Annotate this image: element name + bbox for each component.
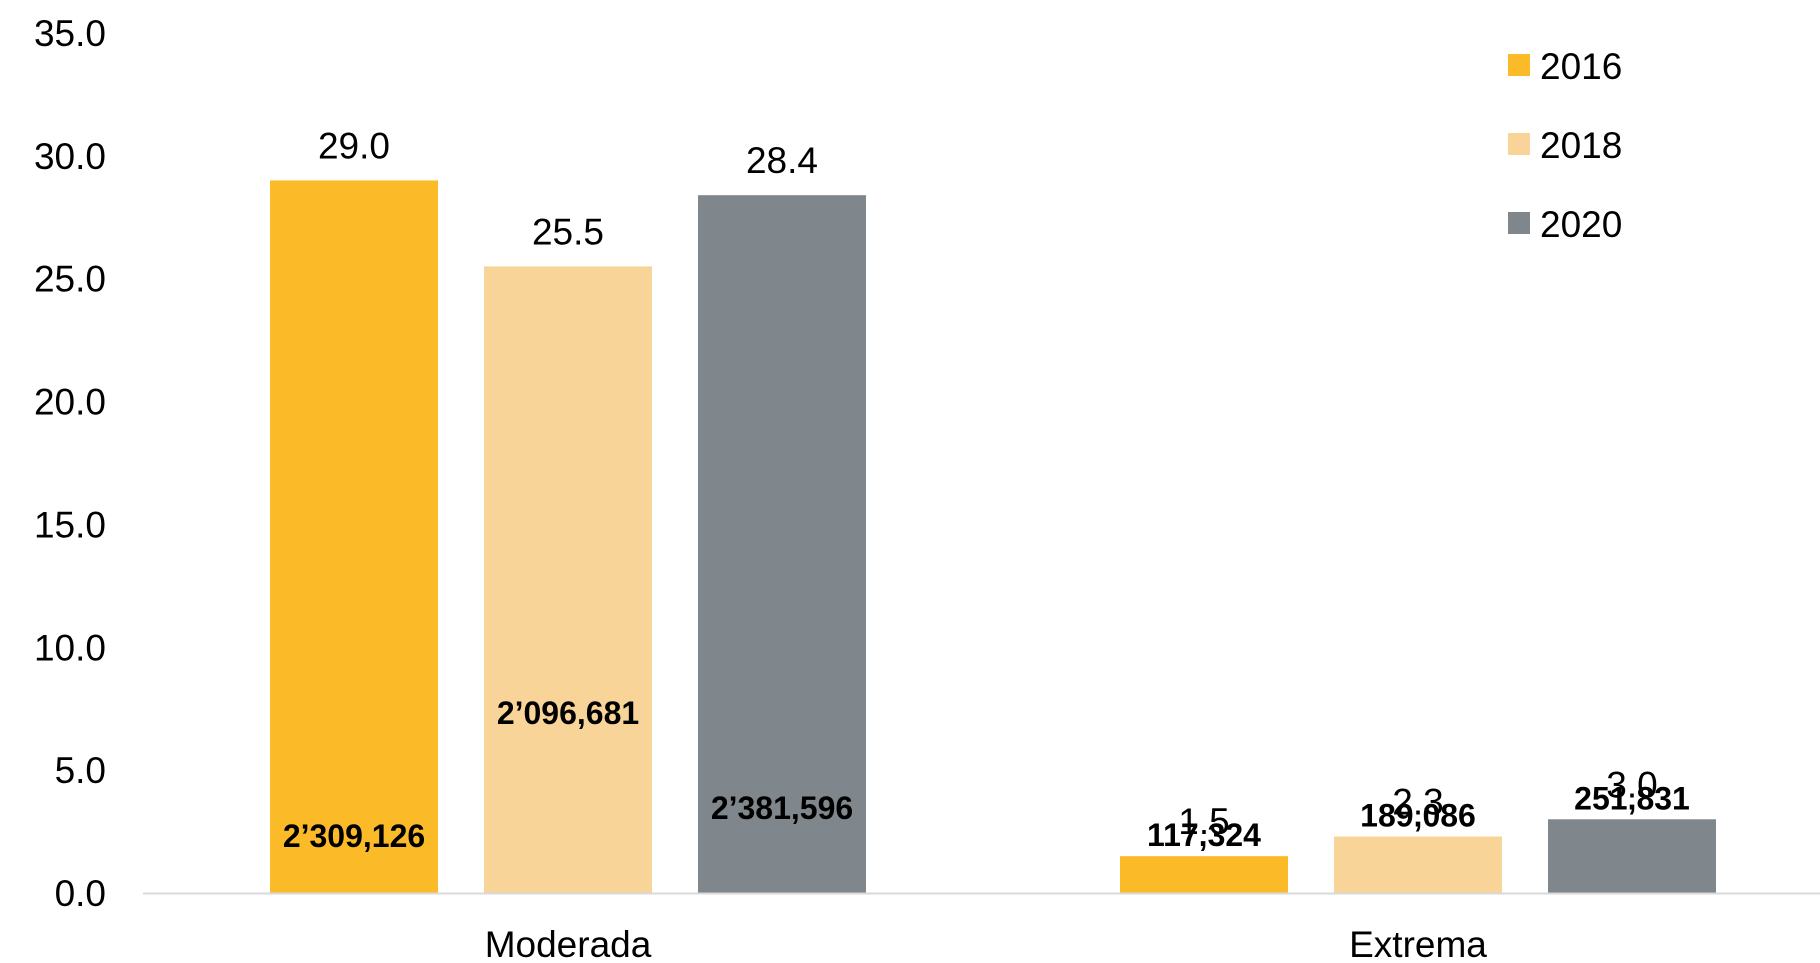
- y-axis: 0.0 5.0 10.0 15.0 20.0 25.0 30.0 35.0: [34, 13, 106, 914]
- legend-label: 2016: [1540, 46, 1622, 87]
- bars: [270, 180, 1716, 893]
- bar-moderada-2016: [270, 180, 438, 893]
- y-tick-label: 5.0: [55, 750, 106, 791]
- legend-swatch: [1508, 212, 1530, 234]
- legend-swatch: [1508, 54, 1530, 76]
- legend-label: 2020: [1540, 204, 1622, 245]
- value-label: 3.0: [1606, 764, 1657, 805]
- count-label: 2’309,126: [283, 818, 425, 854]
- legend: 2016 2018 2020: [1508, 46, 1622, 245]
- bar-moderada-2018: [484, 266, 652, 893]
- y-tick-label: 15.0: [34, 504, 106, 545]
- count-label: 117,324: [1147, 817, 1261, 853]
- count-label: 2’096,681: [497, 695, 639, 731]
- bar-moderada-2020: [698, 195, 866, 893]
- y-tick-label: 30.0: [34, 136, 106, 177]
- value-label: 1.5: [1178, 801, 1229, 842]
- count-label: 2’381,596: [711, 790, 853, 826]
- y-tick-label: 20.0: [34, 382, 106, 423]
- legend-swatch: [1508, 133, 1530, 155]
- y-tick-label: 0.0: [55, 873, 106, 914]
- value-label: 28.4: [746, 140, 818, 181]
- x-axis: Moderada Extrema: [143, 892, 1820, 963]
- value-label: 29.0: [318, 125, 390, 166]
- category-label: Extrema: [1349, 924, 1487, 963]
- category-label: Moderada: [485, 924, 652, 963]
- y-tick-label: 25.0: [34, 259, 106, 300]
- bar-extrema-2018: [1334, 836, 1502, 893]
- count-label: 251,831: [1574, 780, 1690, 816]
- bar-extrema-2016: [1120, 856, 1288, 893]
- data-labels: 29.0 2’309,126 25.5 2’096,681 28.4 2’381,596 1…: [283, 125, 1690, 854]
- value-label: 2.3: [1392, 781, 1443, 822]
- bar-extrema-2020: [1548, 819, 1716, 893]
- count-label: 189,086: [1360, 797, 1476, 833]
- y-tick-label: 35.0: [34, 13, 106, 54]
- legend-label: 2018: [1540, 125, 1622, 166]
- value-label: 25.5: [532, 211, 604, 252]
- y-tick-label: 10.0: [34, 627, 106, 668]
